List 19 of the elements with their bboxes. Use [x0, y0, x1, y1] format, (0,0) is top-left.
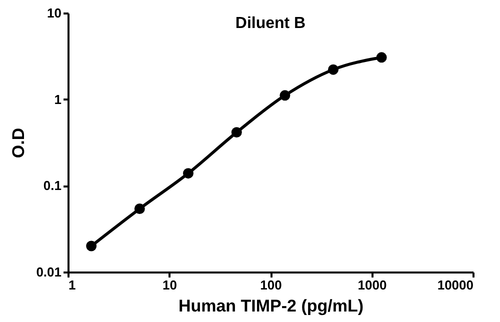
point [182, 168, 194, 179]
chart-title: Diluent B [235, 15, 306, 32]
y-axis-title: O.D [9, 128, 28, 158]
point [86, 240, 97, 252]
point [134, 204, 145, 214]
y-tick-label: 1 [54, 92, 62, 107]
x-axis-title: Human TIMP-2 (pg/mL) [178, 296, 364, 316]
y-tick-label: 0.01 [36, 264, 62, 280]
y-tick-label: 10 [47, 6, 62, 20]
x-tick-label: 1000 [358, 278, 387, 292]
y-tick-label: 0.1 [43, 178, 62, 194]
x-tick-label: 10000 [437, 278, 474, 292]
x-tick-label: 10 [162, 278, 177, 292]
point [231, 127, 242, 138]
point [376, 52, 387, 63]
point [328, 64, 338, 75]
point [280, 90, 290, 101]
x-tick-label: 1 [68, 278, 76, 292]
x-tick-label: 100 [260, 278, 282, 292]
